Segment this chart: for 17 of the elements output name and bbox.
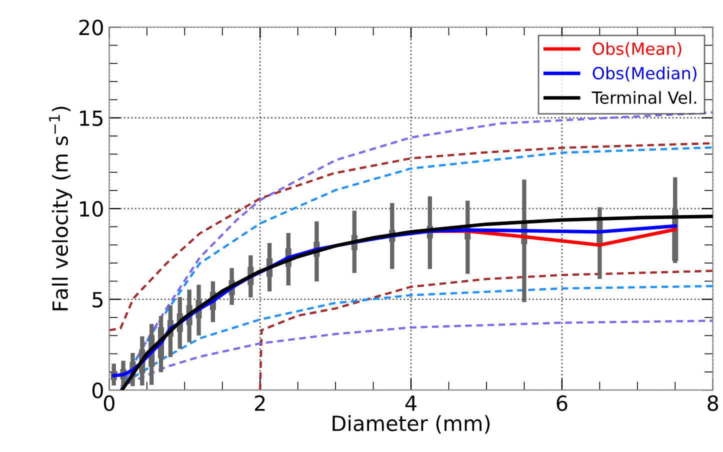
y-tick-label: 0 [92, 382, 103, 398]
line-series [126, 320, 713, 384]
line-series [258, 270, 713, 390]
legend-label: Obs(Mean) [592, 42, 682, 57]
y-tick-label: 10 [80, 201, 103, 217]
y-tick-label: 20 [79, 20, 103, 36]
x-tick-label: 6 [556, 395, 568, 412]
x-tick-label: 8 [708, 395, 718, 412]
x-tick-label: 4 [405, 396, 416, 411]
y-axis-title: Fall velocity (m s$^{−1}$) [49, 106, 72, 310]
y-tick-label: 15 [80, 110, 102, 126]
legend-label: Obs(Median) [592, 66, 696, 82]
x-tick-label: 2 [255, 395, 265, 411]
legend-label: Terminal Vel. [592, 91, 696, 104]
x-axis-title: Diameter (mm) [332, 415, 490, 434]
x-tick-label: 0 [104, 395, 114, 412]
y-tick-label: 5 [92, 292, 102, 308]
